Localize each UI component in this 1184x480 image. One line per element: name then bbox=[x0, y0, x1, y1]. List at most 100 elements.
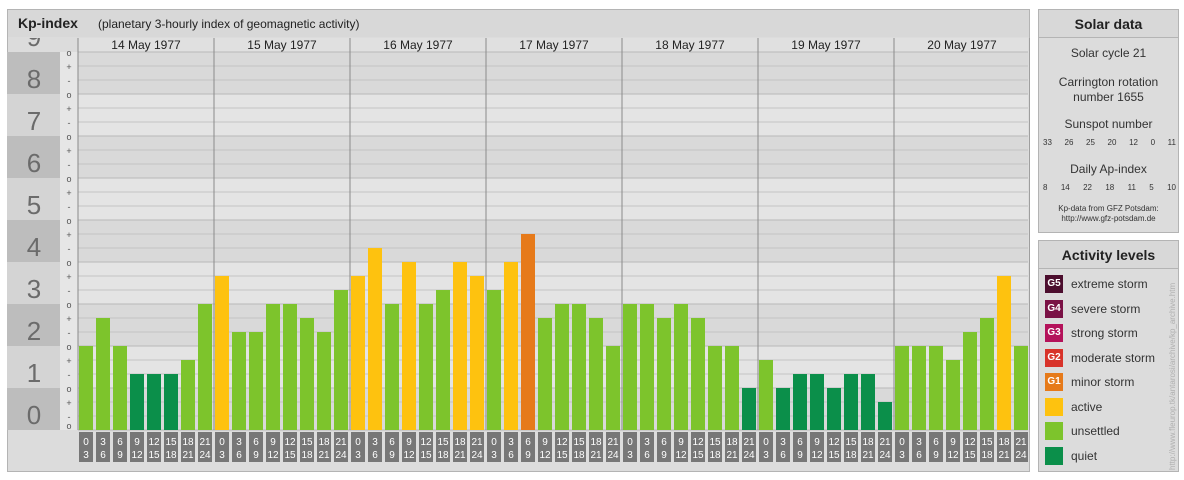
interval-end: 3 bbox=[83, 450, 89, 461]
kp-bar bbox=[198, 304, 212, 430]
interval-end: 12 bbox=[811, 450, 823, 461]
kp-bar bbox=[895, 346, 909, 430]
interval-cell bbox=[555, 432, 569, 462]
sub-tick-column bbox=[60, 52, 78, 430]
day-label: 18 May 1977 bbox=[655, 38, 725, 52]
kp-bar bbox=[997, 275, 1011, 430]
interval-end: 6 bbox=[236, 450, 242, 461]
watermark: http://www.fleurop.tk/antarosi/archive/k… bbox=[1168, 282, 1177, 470]
interval-end: 15 bbox=[148, 450, 160, 461]
kp-bar bbox=[181, 359, 195, 430]
y-sub-tick: o bbox=[66, 132, 71, 142]
ap-value: 18 bbox=[1105, 183, 1115, 192]
interval-end: 18 bbox=[301, 450, 313, 461]
y-tick-label: 0 bbox=[27, 400, 41, 430]
interval-end: 24 bbox=[1015, 450, 1027, 461]
interval-start: 0 bbox=[219, 437, 225, 448]
interval-start: 15 bbox=[709, 437, 721, 448]
day-label: 15 May 1977 bbox=[247, 38, 317, 52]
y-sub-tick: + bbox=[66, 314, 71, 324]
y-sub-tick: - bbox=[68, 160, 71, 170]
interval-cell bbox=[725, 432, 739, 462]
interval-end: 18 bbox=[845, 450, 857, 461]
interval-start: 15 bbox=[573, 437, 585, 448]
interval-cell bbox=[929, 432, 943, 462]
kp-bar bbox=[266, 304, 280, 430]
y-sub-tick: - bbox=[68, 370, 71, 380]
activity-level-swatch: G5 bbox=[1045, 275, 1063, 293]
credit-line2: http://www.gfz-potsdam.de bbox=[1061, 214, 1156, 223]
y-sub-tick: o bbox=[66, 421, 71, 431]
activity-level-swatch: G2 bbox=[1045, 348, 1063, 367]
sunspot-values: 33 26 25 20 12 0 11 bbox=[1043, 138, 1176, 147]
interval-end: 24 bbox=[743, 450, 755, 461]
interval-end: 6 bbox=[644, 450, 650, 461]
kp-bar bbox=[572, 304, 586, 430]
interval-start: 18 bbox=[318, 437, 330, 448]
day-label-strip bbox=[78, 38, 1028, 52]
activity-level-item: G3 strong storm bbox=[1045, 323, 1138, 343]
interval-start: 6 bbox=[797, 437, 803, 448]
y-sub-tick: o bbox=[66, 300, 71, 310]
interval-start: 12 bbox=[420, 437, 432, 448]
kp-bar bbox=[487, 290, 501, 430]
kp-bar bbox=[538, 317, 552, 430]
kp-bar bbox=[657, 317, 671, 430]
y-band-label bbox=[7, 94, 60, 136]
interval-end: 3 bbox=[763, 450, 769, 461]
interval-cell bbox=[164, 432, 178, 462]
interval-cell bbox=[640, 432, 654, 462]
y-sub-tick: + bbox=[66, 146, 71, 156]
day-label: 19 May 1977 bbox=[791, 38, 861, 52]
interval-end: 24 bbox=[335, 450, 347, 461]
interval-start: 9 bbox=[950, 437, 956, 448]
interval-start: 6 bbox=[525, 437, 531, 448]
y-sub-tick: - bbox=[68, 76, 71, 86]
sunspot-value: 0 bbox=[1150, 138, 1156, 147]
kp-bar bbox=[844, 374, 858, 430]
interval-cell bbox=[232, 432, 246, 462]
interval-start: 9 bbox=[542, 437, 548, 448]
interval-cell bbox=[419, 432, 433, 462]
y-sub-tick: o bbox=[66, 342, 71, 352]
interval-start: 9 bbox=[814, 437, 820, 448]
kp-bar bbox=[96, 317, 110, 430]
carrington-line2: number 1655 bbox=[1073, 90, 1144, 104]
kp-bar bbox=[147, 374, 161, 430]
y-tick-label: 2 bbox=[27, 316, 41, 346]
kp-bar bbox=[113, 346, 127, 430]
activity-level-swatch bbox=[1045, 397, 1063, 416]
interval-cell bbox=[538, 432, 552, 462]
y-sub-tick: - bbox=[68, 244, 71, 254]
interval-cell bbox=[79, 432, 93, 462]
ap-value: 5 bbox=[1149, 183, 1154, 192]
kp-bar bbox=[912, 346, 926, 430]
interval-start: 21 bbox=[199, 437, 211, 448]
interval-cell bbox=[470, 432, 484, 462]
interval-cell bbox=[368, 432, 382, 462]
interval-cell bbox=[334, 432, 348, 462]
interval-start: 15 bbox=[301, 437, 313, 448]
interval-start: 9 bbox=[678, 437, 684, 448]
interval-cell bbox=[215, 432, 229, 462]
interval-cell bbox=[623, 432, 637, 462]
interval-start: 0 bbox=[627, 437, 633, 448]
interval-end: 9 bbox=[389, 450, 395, 461]
kp-bar bbox=[521, 233, 535, 430]
interval-cell bbox=[963, 432, 977, 462]
interval-end: 18 bbox=[709, 450, 721, 461]
y-sub-tick: o bbox=[66, 90, 71, 100]
activity-level-item: G2 moderate storm bbox=[1045, 348, 1155, 368]
interval-start: 0 bbox=[763, 437, 769, 448]
interval-cell bbox=[113, 432, 127, 462]
interval-start: 21 bbox=[471, 437, 483, 448]
kp-bar bbox=[861, 374, 875, 430]
kp-bar bbox=[453, 262, 467, 430]
interval-cell bbox=[844, 432, 858, 462]
kp-bar bbox=[79, 346, 93, 430]
interval-end: 15 bbox=[284, 450, 296, 461]
activity-level-label: severe storm bbox=[1071, 301, 1141, 316]
interval-start: 6 bbox=[253, 437, 259, 448]
kp-bar bbox=[674, 304, 688, 430]
chart-title: Kp-index bbox=[18, 15, 78, 31]
